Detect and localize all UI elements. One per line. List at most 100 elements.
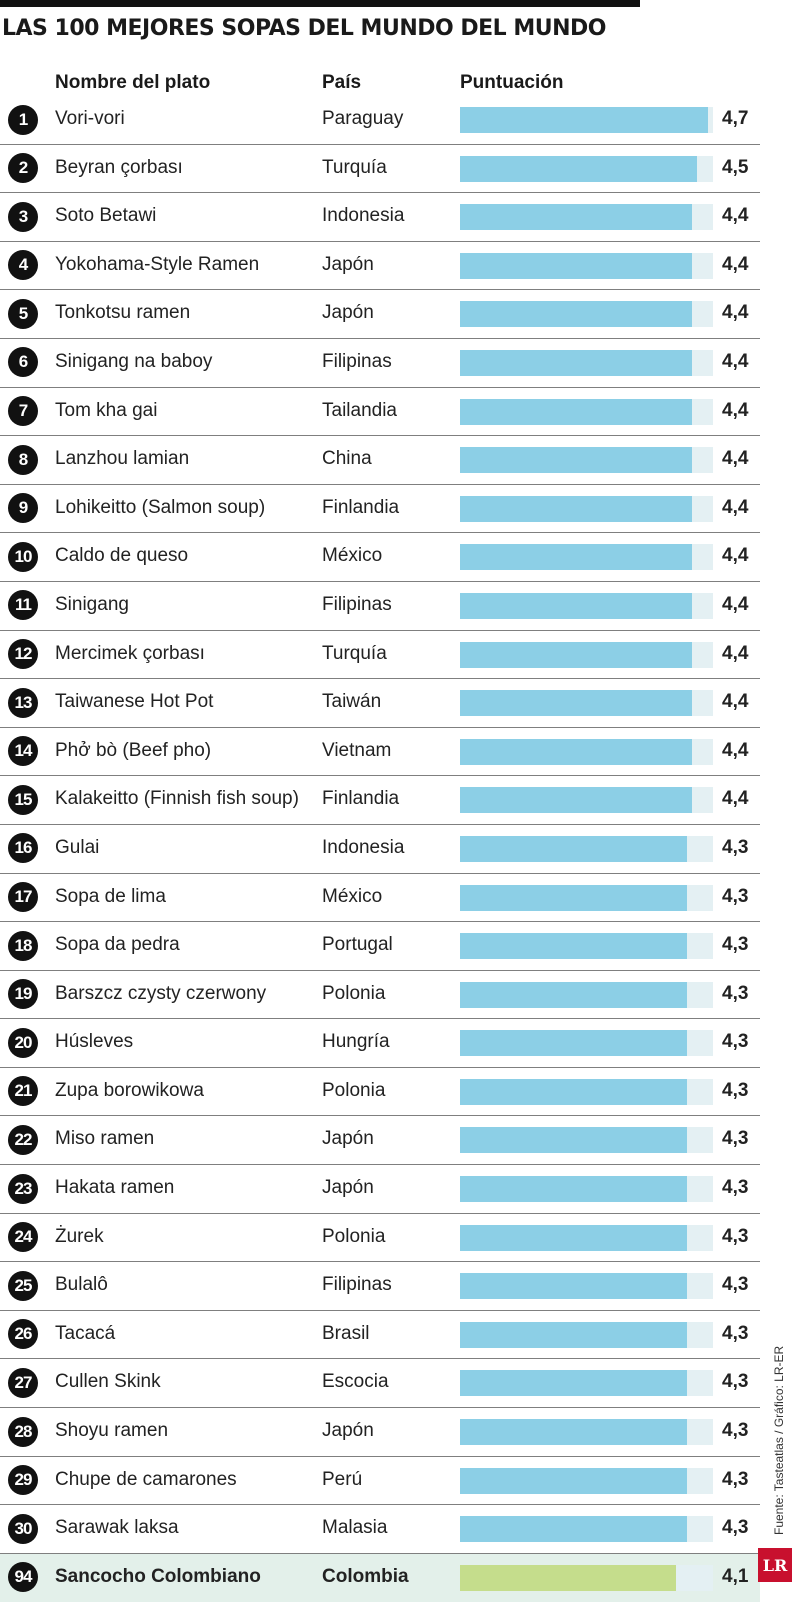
country-name: Perú bbox=[322, 1468, 363, 1490]
bar-track bbox=[460, 738, 713, 765]
dish-name: Zupa borowikowa bbox=[55, 1079, 204, 1101]
table-row: 6 Sinigang na baboy Filipinas 4,4 bbox=[0, 339, 760, 388]
score-label: 4,3 bbox=[722, 1031, 749, 1053]
score-bar bbox=[460, 933, 687, 960]
dish-name: Sancocho Colombiano bbox=[55, 1565, 261, 1587]
country-name: Polonia bbox=[322, 1079, 386, 1101]
table-row: 8 Lanzhou lamian China 4,4 bbox=[0, 436, 760, 485]
table-row: 3 Soto Betawi Indonesia 4,4 bbox=[0, 193, 760, 242]
bar-track bbox=[460, 884, 713, 911]
score-bar bbox=[460, 204, 692, 231]
score-label: 4,3 bbox=[722, 934, 749, 956]
score-label: 4,4 bbox=[722, 545, 749, 567]
bar-track bbox=[460, 544, 713, 571]
score-bar bbox=[460, 787, 692, 814]
country-name: Filipinas bbox=[322, 593, 392, 615]
dish-name: Shoyu ramen bbox=[55, 1420, 169, 1442]
score-label: 4,3 bbox=[722, 885, 749, 907]
country-name: Japón bbox=[322, 253, 374, 275]
score-label: 4,4 bbox=[722, 642, 749, 664]
rank-badge: 25 bbox=[8, 1270, 38, 1301]
score-label: 4,3 bbox=[722, 836, 749, 858]
bar-track bbox=[460, 1078, 713, 1105]
bar-track bbox=[460, 835, 713, 862]
dish-name: Bulalô bbox=[55, 1274, 108, 1296]
country-name: Taiwán bbox=[322, 691, 382, 713]
score-label: 4,4 bbox=[722, 448, 749, 470]
country-name: Turquía bbox=[322, 156, 387, 178]
dish-name: Yokohama-Style Ramen bbox=[55, 253, 260, 275]
table-row: 1 Vori-vori Paraguay 4,7 bbox=[0, 96, 760, 145]
score-label: 4,4 bbox=[722, 253, 749, 275]
dish-name: Miso ramen bbox=[55, 1128, 155, 1150]
country-name: Vietnam bbox=[322, 739, 392, 761]
country-name: Polonia bbox=[322, 982, 386, 1004]
dish-name: Lanzhou lamian bbox=[55, 448, 190, 470]
country-name: Finlandia bbox=[322, 496, 400, 518]
dish-name: Sinigang bbox=[55, 593, 129, 615]
score-bar bbox=[460, 1273, 687, 1300]
rank-badge: 21 bbox=[8, 1076, 38, 1107]
country-name: Japón bbox=[322, 1128, 374, 1150]
table-row: 9 Lohikeitto (Salmon soup) Finlandia 4,4 bbox=[0, 485, 760, 534]
score-bar bbox=[460, 981, 687, 1008]
dish-name: Chupe de camarones bbox=[55, 1468, 237, 1490]
score-bar bbox=[460, 1467, 687, 1494]
table-row: 29 Chupe de camarones Perú 4,3 bbox=[0, 1457, 760, 1506]
score-bar bbox=[460, 592, 692, 619]
table-row: 10 Caldo de queso México 4,4 bbox=[0, 533, 760, 582]
score-bar bbox=[460, 1516, 687, 1543]
country-name: Japón bbox=[322, 1420, 374, 1442]
table-row: 23 Hakata ramen Japón 4,3 bbox=[0, 1165, 760, 1214]
rank-badge: 26 bbox=[8, 1319, 38, 1350]
country-name: Japón bbox=[322, 302, 374, 324]
table-row: 5 Tonkotsu ramen Japón 4,4 bbox=[0, 290, 760, 339]
lr-logo: LR bbox=[758, 1548, 792, 1582]
dish-name: Húsleves bbox=[55, 1031, 134, 1053]
score-bar bbox=[460, 835, 687, 862]
bar-track bbox=[460, 641, 713, 668]
header-dish: Nombre del plato bbox=[55, 72, 211, 93]
bar-track bbox=[460, 1273, 713, 1300]
country-name: Filipinas bbox=[322, 350, 392, 372]
score-bar bbox=[460, 447, 692, 474]
dish-name: Tom kha gai bbox=[55, 399, 158, 421]
table-row: 2 Beyran çorbası Turquía 4,5 bbox=[0, 145, 760, 194]
highlight-row: 94 Sancocho Colombiano Colombia 4,1 bbox=[0, 1553, 760, 1602]
dish-name: Mercimek çorbası bbox=[55, 642, 205, 664]
table-row: 24 Żurek Polonia 4,3 bbox=[0, 1214, 760, 1263]
score-label: 4,4 bbox=[722, 739, 749, 761]
table-row: 11 Sinigang Filipinas 4,4 bbox=[0, 582, 760, 631]
dish-name: Caldo de queso bbox=[55, 545, 189, 567]
country-name: Hungría bbox=[322, 1031, 390, 1053]
rank-badge: 27 bbox=[8, 1367, 38, 1398]
country-name: Colombia bbox=[322, 1565, 409, 1587]
score-bar bbox=[460, 1370, 687, 1397]
country-name: Escocia bbox=[322, 1371, 389, 1393]
table-row: 17 Sopa de lima México 4,3 bbox=[0, 874, 760, 923]
source-note: Fuente: Tasteatlas / Gráfico: LR-ER bbox=[772, 1345, 786, 1535]
score-bar bbox=[460, 349, 692, 376]
rank-badge: 30 bbox=[8, 1513, 38, 1544]
score-bar bbox=[460, 301, 692, 328]
table-row: 4 Yokohama-Style Ramen Japón 4,4 bbox=[0, 242, 760, 291]
dish-name: Żurek bbox=[55, 1225, 104, 1247]
bar-track bbox=[460, 1176, 713, 1203]
rank-badge: 15 bbox=[8, 784, 38, 815]
table-row: 25 Bulalô Filipinas 4,3 bbox=[0, 1262, 760, 1311]
table-row: 22 Miso ramen Japón 4,3 bbox=[0, 1116, 760, 1166]
dish-name: Sopa da pedra bbox=[55, 934, 180, 956]
table-row: 19 Barszcz czysty czerwony Polonia 4,3 bbox=[0, 971, 760, 1020]
bar-track bbox=[460, 301, 713, 328]
score-label: 4,3 bbox=[722, 1322, 749, 1344]
rank-badge: 23 bbox=[8, 1173, 38, 1204]
rank-badge: 11 bbox=[8, 590, 38, 621]
dish-name: Cullen Skink bbox=[55, 1371, 161, 1393]
bar-track bbox=[460, 592, 713, 619]
rank-badge: 29 bbox=[8, 1465, 38, 1496]
country-name: Japón bbox=[322, 1177, 374, 1199]
header-score: Puntuación bbox=[460, 72, 564, 93]
dish-name: Sarawak laksa bbox=[55, 1517, 179, 1539]
table-row: 28 Shoyu ramen Japón 4,3 bbox=[0, 1408, 760, 1457]
country-name: México bbox=[322, 545, 383, 567]
